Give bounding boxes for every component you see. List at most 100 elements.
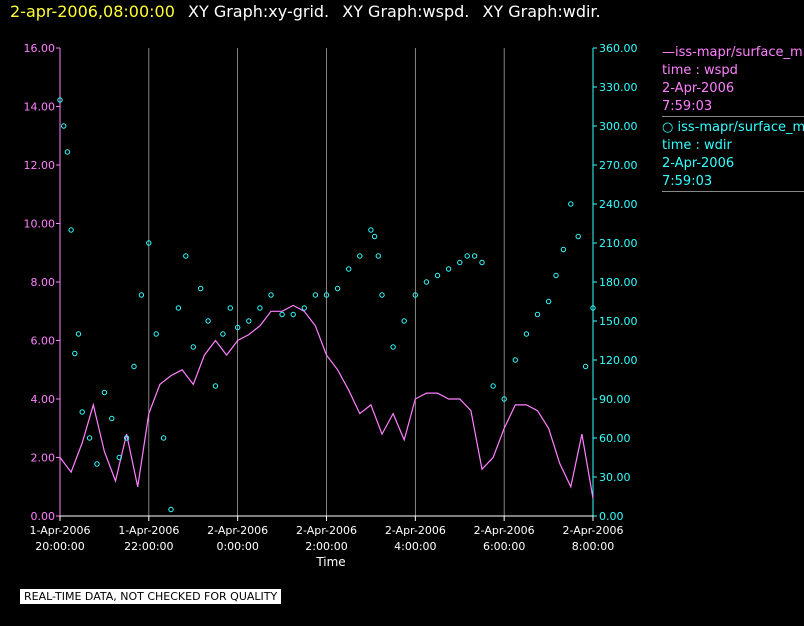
wdir-point bbox=[479, 259, 485, 266]
legend-entry-wspd: —iss-mapr/surface_m time : wspd 2-Apr-20… bbox=[662, 44, 804, 116]
right-tick-label: 180.00 bbox=[599, 276, 638, 289]
wdir-point bbox=[545, 298, 552, 305]
wdir-point bbox=[490, 383, 496, 389]
wdir-point bbox=[423, 279, 430, 285]
legend-wspd-line2: 2-Apr-2006 bbox=[662, 81, 735, 96]
legend-divider bbox=[662, 116, 804, 117]
wdir-point bbox=[123, 435, 130, 441]
right-tick-label: 0.00 bbox=[599, 510, 624, 523]
wdir-point bbox=[434, 272, 441, 279]
wdir-point bbox=[94, 461, 100, 467]
wdir-point bbox=[512, 357, 518, 363]
wdir-point bbox=[153, 331, 159, 337]
grid-lines bbox=[148, 48, 505, 516]
x-axis-label: Time bbox=[315, 555, 345, 569]
x-tick-time: 22:00:00 bbox=[124, 540, 173, 553]
wdir-point bbox=[72, 350, 78, 357]
right-tick-label: 270.00 bbox=[599, 159, 638, 172]
right-tick-label: 240.00 bbox=[599, 198, 638, 211]
left-tick-label: 2.00 bbox=[31, 452, 56, 465]
graph-title-wspd: XY Graph:wspd. bbox=[342, 2, 470, 21]
wdir-point bbox=[346, 266, 352, 272]
right-axis-ticks: 0.00 30.00 60.00 90.00 120.00 150.00 180.00 210… bbox=[593, 42, 638, 523]
wdir-point bbox=[334, 285, 341, 292]
wdir-point bbox=[290, 311, 296, 318]
right-tick-label: 360.00 bbox=[599, 42, 638, 55]
legend-wdir-line2: 2-Apr-2006 bbox=[662, 156, 735, 171]
wdir-point bbox=[235, 324, 241, 331]
wdir-point bbox=[534, 311, 541, 318]
left-tick-label: 6.00 bbox=[31, 335, 56, 348]
wdir-point bbox=[582, 363, 589, 370]
wdir-point bbox=[68, 227, 74, 233]
wdir-point bbox=[457, 259, 463, 266]
x-tick-time: 20:00:00 bbox=[35, 540, 84, 553]
wdir-point bbox=[246, 318, 252, 324]
legend-wdir-line1: time : wdir bbox=[662, 138, 732, 153]
legend-wspd-name: —iss-mapr/surface_m bbox=[662, 45, 803, 60]
wdir-point bbox=[279, 311, 285, 318]
legend: —iss-mapr/surface_m time : wspd 2-Apr-20… bbox=[662, 44, 804, 194]
wdir-point bbox=[568, 201, 574, 207]
plot-area bbox=[57, 97, 596, 513]
wdir-point bbox=[168, 506, 174, 513]
x-tick-time: 6:00:00 bbox=[483, 540, 525, 553]
wdir-point bbox=[212, 383, 219, 389]
left-tick-label: 16.00 bbox=[24, 42, 56, 55]
wdir-point bbox=[590, 305, 596, 311]
wdir-point bbox=[220, 331, 226, 337]
left-tick-label: 14.00 bbox=[24, 101, 56, 114]
legend-wdir-name: ○ iss-mapr/surface_m bbox=[662, 120, 804, 135]
wdir-point bbox=[205, 318, 211, 324]
x-tick-date: 2-Apr-2006 bbox=[385, 524, 446, 537]
right-tick-label: 330.00 bbox=[599, 81, 638, 94]
wdir-point bbox=[553, 272, 559, 279]
wdir-point bbox=[183, 253, 189, 259]
wdir-point bbox=[57, 97, 63, 103]
wdir-point bbox=[445, 266, 452, 272]
x-tick-date: 2-Apr-2006 bbox=[474, 524, 535, 537]
legend-entry-wdir: ○ iss-mapr/surface_m time : wdir 2-Apr-2… bbox=[662, 119, 804, 191]
legend-wspd-line1: time : wspd bbox=[662, 63, 738, 78]
wdir-point bbox=[301, 305, 307, 311]
x-tick-time: 8:00:00 bbox=[572, 540, 614, 553]
legend-divider-bottom bbox=[662, 191, 804, 192]
x-axis-ticks: 1-Apr-2006 20:00:00 1-Apr-2006 22:00:00 2-Ap… bbox=[29, 516, 624, 553]
right-tick-label: 300.00 bbox=[599, 120, 638, 133]
wdir-point bbox=[138, 292, 145, 298]
x-tick-date: 2-Apr-2006 bbox=[562, 524, 623, 537]
wspd-series-line bbox=[59, 304, 594, 499]
wdir-point bbox=[101, 389, 108, 396]
wdir-point bbox=[312, 292, 319, 298]
wdir-point bbox=[523, 331, 530, 337]
wdir-point bbox=[464, 253, 470, 259]
wdir-point bbox=[323, 292, 330, 298]
wdir-point bbox=[379, 292, 385, 298]
graph-title-xy-grid: XY Graph:xy-grid. bbox=[188, 2, 330, 21]
wdir-point bbox=[175, 305, 182, 311]
right-tick-label: 90.00 bbox=[599, 393, 631, 406]
wdir-point bbox=[61, 123, 67, 129]
right-tick-label: 150.00 bbox=[599, 315, 638, 328]
wdir-point bbox=[75, 331, 82, 337]
left-tick-label: 4.00 bbox=[31, 393, 56, 406]
wdir-point bbox=[109, 415, 115, 422]
x-tick-date: 1-Apr-2006 bbox=[29, 524, 90, 537]
legend-wspd-line3: 7:59:03 bbox=[662, 99, 713, 114]
right-tick-label: 60.00 bbox=[599, 432, 631, 445]
left-tick-label: 8.00 bbox=[31, 276, 56, 289]
right-tick-label: 30.00 bbox=[599, 471, 631, 484]
x-tick-date: 2-Apr-2006 bbox=[296, 524, 357, 537]
left-tick-label: 10.00 bbox=[24, 218, 56, 231]
wdir-point bbox=[471, 253, 478, 259]
x-tick-time: 4:00:00 bbox=[394, 540, 436, 553]
legend-wdir-line3: 7:59:03 bbox=[662, 174, 713, 189]
wdir-point bbox=[198, 285, 204, 292]
wdir-point bbox=[390, 344, 396, 350]
wdir-point bbox=[79, 409, 85, 415]
wdir-point bbox=[190, 344, 197, 350]
timestamp-label: 2-apr-2006,08:00:00 bbox=[10, 2, 175, 21]
wdir-point bbox=[257, 305, 263, 311]
wdir-point bbox=[501, 396, 507, 402]
